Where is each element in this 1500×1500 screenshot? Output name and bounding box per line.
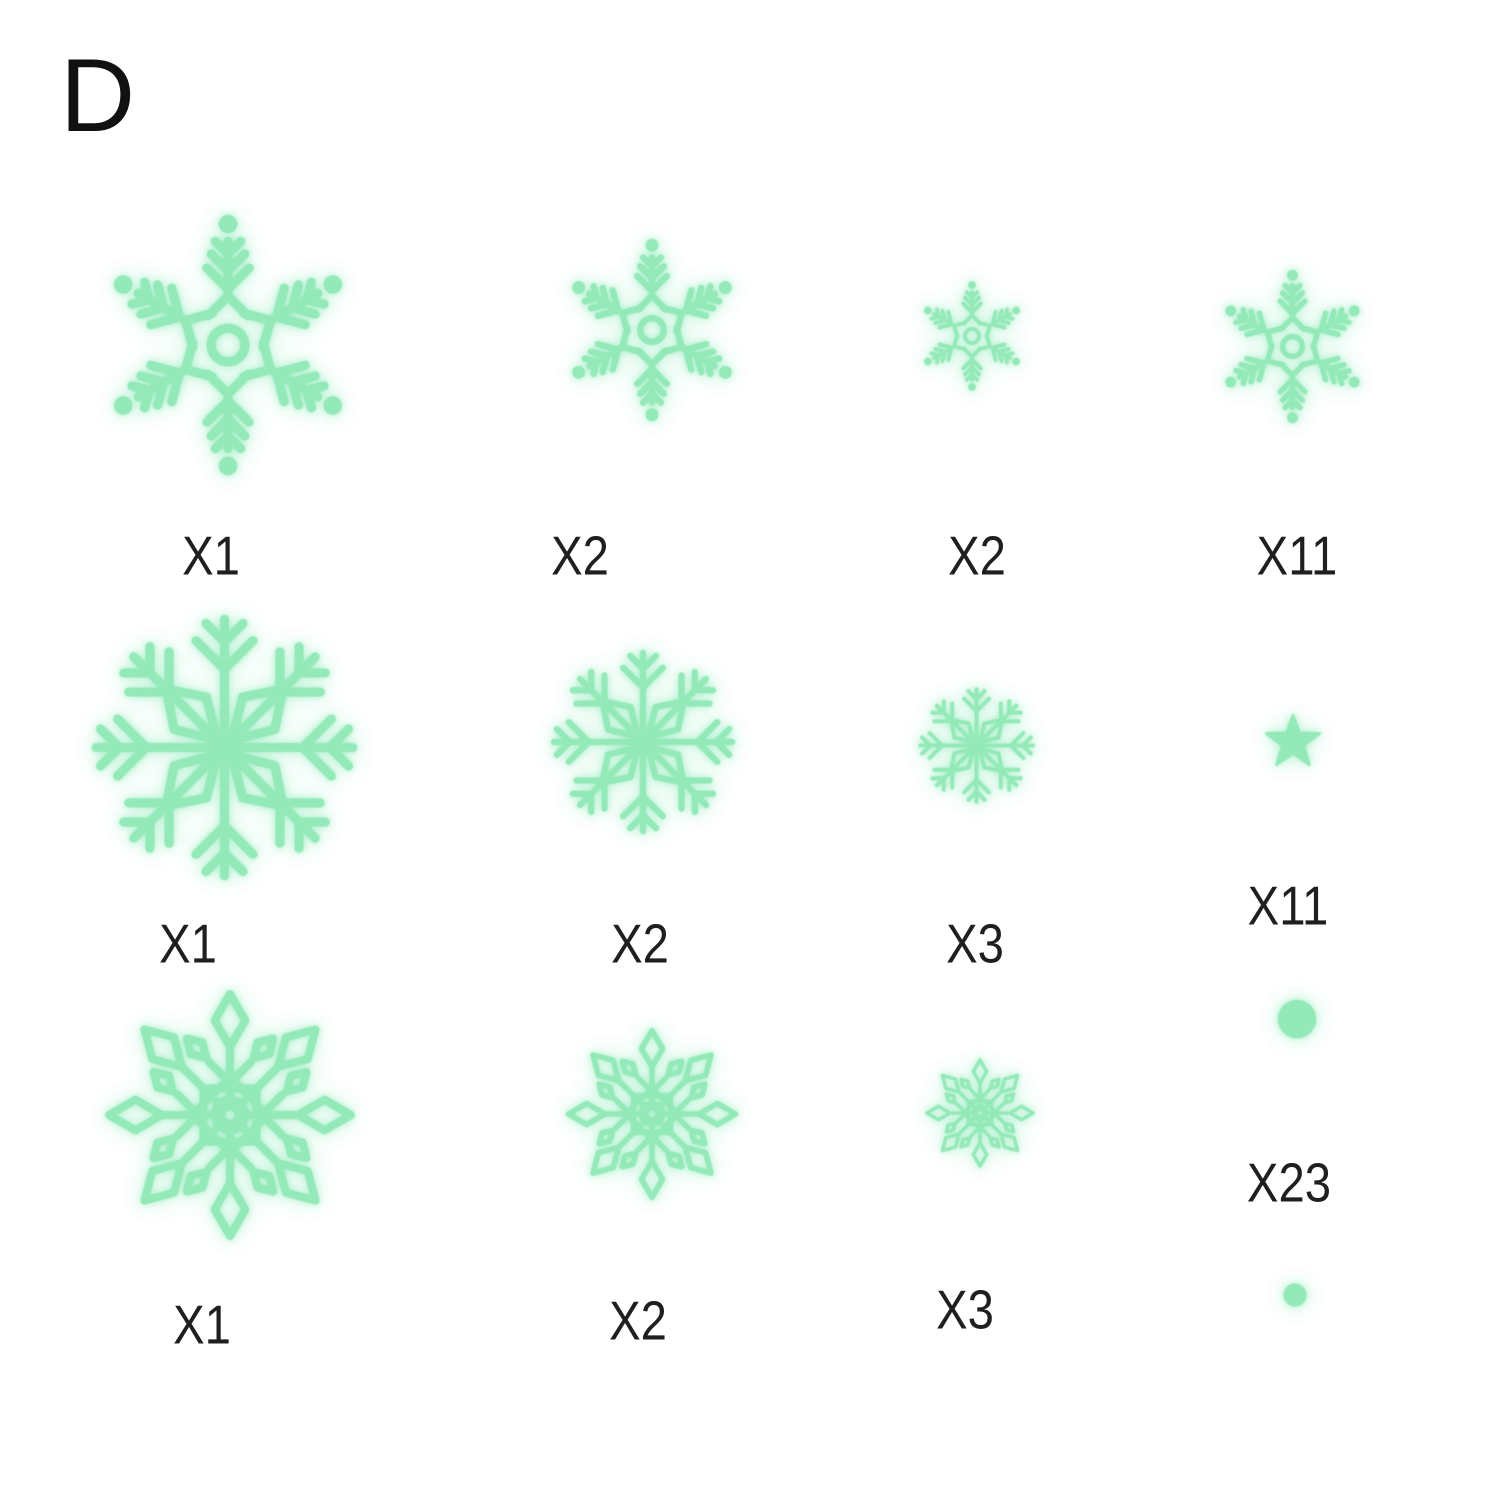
count-label: X3 xyxy=(946,912,1004,975)
dot-icon xyxy=(1277,999,1317,1039)
dot-icon xyxy=(1283,1283,1307,1307)
snowflake-branch-large-sticker xyxy=(82,605,367,890)
variant-label: D xyxy=(60,38,136,154)
snowflake-branch-icon xyxy=(82,605,367,890)
snowflake-diamond-large-sticker xyxy=(91,976,369,1254)
dot-small-sticker xyxy=(1283,1283,1307,1307)
snowflake-branch-icon xyxy=(544,643,742,841)
count-label: X11 xyxy=(1256,524,1338,587)
count-label: X1 xyxy=(182,524,240,587)
snowflake-classic-medium-sticker xyxy=(554,232,750,428)
snowflake-classic-icon xyxy=(88,205,368,485)
count-label: X3 xyxy=(936,1278,994,1341)
snowflake-branch-medium-sticker xyxy=(544,643,742,841)
snowflake-branch-icon xyxy=(914,683,1039,808)
dot-large-sticker xyxy=(1277,999,1317,1039)
snowflake-classic-icon xyxy=(913,277,1031,395)
snowflake-classic-medium-sticker xyxy=(1210,264,1375,429)
snowflake-classic-icon xyxy=(554,232,750,428)
snowflake-diamond-medium-sticker xyxy=(556,1018,748,1210)
count-label: X2 xyxy=(551,524,609,587)
count-label: X11 xyxy=(1247,874,1329,937)
snowflake-classic-icon xyxy=(1210,264,1375,429)
snowflake-diamond-small-sticker xyxy=(919,1052,1041,1174)
star-small-sticker xyxy=(1264,713,1322,771)
star-icon xyxy=(1265,713,1321,766)
snowflake-classic-small-sticker xyxy=(913,277,1031,395)
snowflake-diamond-icon xyxy=(556,1018,748,1210)
snowflake-diamond-icon xyxy=(91,976,369,1254)
snowflake-diamond-icon xyxy=(919,1052,1041,1174)
snowflake-classic-large-sticker xyxy=(88,205,368,485)
count-label: X2 xyxy=(948,524,1006,587)
count-label: X1 xyxy=(173,1293,231,1356)
count-label: X23 xyxy=(1246,1151,1332,1214)
count-label: X2 xyxy=(609,1289,667,1352)
count-label: X1 xyxy=(159,912,217,975)
snowflake-branch-small-sticker xyxy=(914,683,1039,808)
count-label: X2 xyxy=(611,912,669,975)
